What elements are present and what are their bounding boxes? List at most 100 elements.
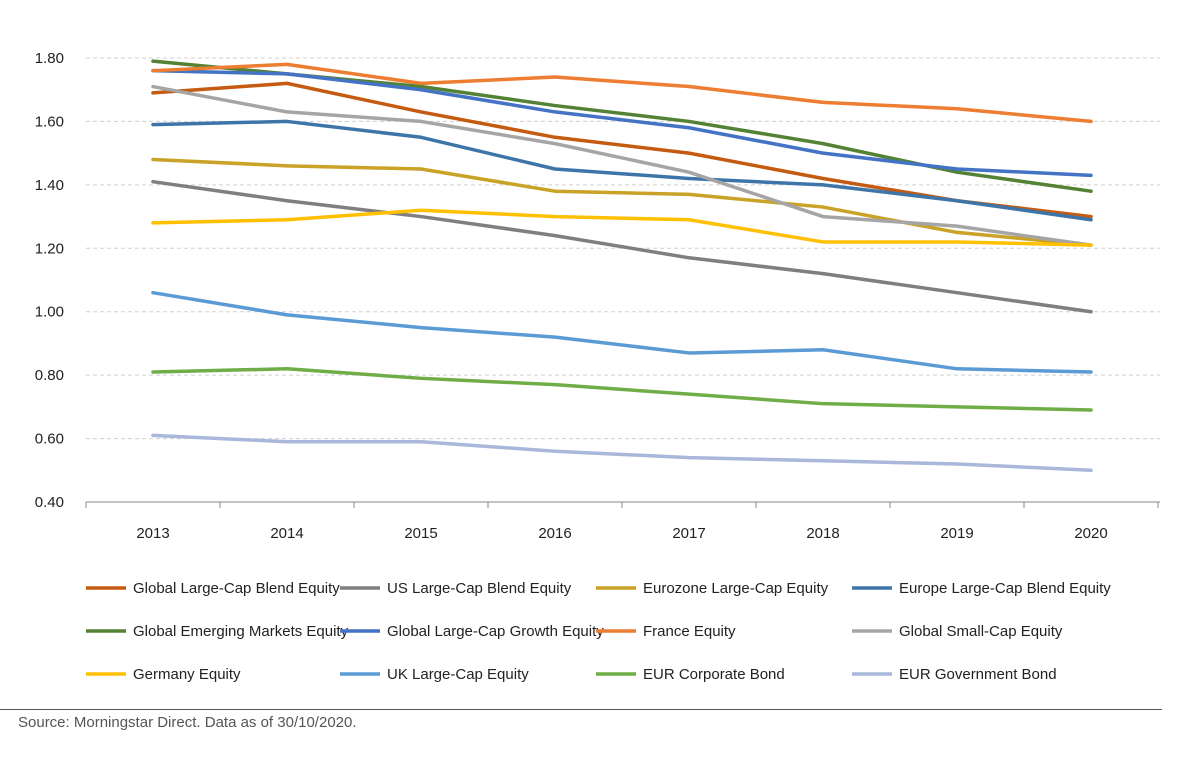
series-lines (151, 59, 1093, 473)
x-tick-label: 2017 (672, 525, 705, 542)
data-point (687, 170, 691, 174)
data-point (1089, 243, 1093, 247)
legend-item: Global Large-Cap Growth Equity (340, 623, 604, 640)
data-point (821, 100, 825, 104)
data-point (955, 107, 959, 111)
legend-label: Germany Equity (133, 666, 241, 683)
data-point (553, 142, 557, 146)
source-note: Source: Morningstar Direct. Data as of 3… (18, 714, 357, 731)
series-line-9 (151, 290, 1093, 374)
legend-label: US Large-Cap Blend Equity (387, 580, 572, 597)
data-point (821, 240, 825, 244)
legend-item: Eurozone Large-Cap Equity (596, 580, 829, 597)
data-point (1089, 370, 1093, 374)
legend-item: EUR Corporate Bond (596, 666, 785, 683)
data-point (955, 405, 959, 409)
legend-label: Global Emerging Markets Equity (133, 623, 349, 640)
data-point (151, 84, 155, 89)
data-point (285, 119, 289, 124)
y-tick-label: 1.20 (35, 240, 64, 257)
axes: 0.40 0.60 0.80 1.00 1.20 1.40 1.60 1.80 2013 2014… (35, 50, 1160, 542)
data-point (553, 135, 557, 139)
data-point (151, 370, 155, 374)
data-point (687, 456, 691, 460)
data-point (1089, 119, 1093, 124)
data-point (955, 240, 959, 244)
data-point (821, 214, 825, 219)
data-point (151, 221, 155, 225)
data-point (687, 192, 691, 196)
series-line-3 (151, 119, 1093, 222)
data-point (151, 123, 155, 127)
data-point (151, 69, 155, 73)
data-point (955, 230, 959, 235)
data-point (285, 218, 289, 222)
data-point (419, 376, 423, 380)
data-point (553, 234, 557, 238)
legend-label: UK Large-Cap Equity (387, 666, 529, 683)
y-tick-label: 1.40 (35, 177, 64, 194)
legend-item: EUR Government Bond (852, 666, 1057, 683)
data-point (687, 392, 691, 396)
data-point (687, 151, 691, 155)
legend-item: Global Small-Cap Equity (852, 623, 1063, 640)
data-point (419, 88, 423, 92)
legend-label: EUR Corporate Bond (643, 666, 785, 683)
data-point (687, 126, 691, 130)
legend-item: Europe Large-Cap Blend Equity (852, 580, 1111, 597)
y-tick-label: 0.40 (35, 494, 64, 511)
legend-label: Global Large-Cap Growth Equity (387, 623, 604, 640)
data-point (821, 272, 825, 276)
legend-label: Eurozone Large-Cap Equity (643, 580, 829, 597)
legend-label: EUR Government Bond (899, 666, 1057, 683)
data-point (553, 335, 557, 339)
data-point (1089, 173, 1093, 177)
legend-label: France Equity (643, 623, 736, 640)
series-line-2 (151, 157, 1093, 247)
data-point (151, 433, 155, 437)
data-point (1089, 214, 1093, 219)
y-tick-label: 0.60 (35, 431, 64, 448)
data-point (955, 199, 959, 203)
data-point (285, 110, 289, 114)
data-point (1089, 408, 1093, 412)
series-line-11 (151, 433, 1093, 473)
data-point (821, 142, 825, 146)
series-line-8 (151, 208, 1093, 247)
data-point (285, 62, 289, 66)
data-point (821, 205, 825, 209)
legend-label: Global Small-Cap Equity (899, 623, 1063, 640)
series-line-0 (151, 81, 1093, 219)
data-point (285, 199, 289, 203)
data-point (151, 157, 155, 162)
data-point (419, 81, 423, 85)
data-point (419, 167, 423, 171)
series-line-1 (151, 179, 1093, 314)
data-point (419, 208, 423, 212)
series-line-6 (151, 62, 1093, 124)
legend-label: Global Large-Cap Blend Equity (133, 580, 340, 597)
data-point (1089, 218, 1093, 222)
data-point (821, 348, 825, 352)
data-point (1089, 189, 1093, 193)
data-point (285, 440, 289, 444)
data-point (687, 84, 691, 89)
x-tick-label: 2014 (270, 525, 303, 542)
data-point (955, 462, 959, 466)
y-tick-label: 1.80 (35, 50, 64, 67)
legend-item: Global Emerging Markets Equity (86, 623, 349, 640)
data-point (955, 224, 959, 228)
data-point (285, 367, 289, 371)
data-point (955, 170, 959, 174)
data-point (419, 325, 423, 330)
x-tick-label: 2016 (538, 525, 571, 542)
data-point (687, 218, 691, 222)
legend: Global Large-Cap Blend Equity US Large-Ca… (86, 580, 1111, 683)
series-line-10 (151, 367, 1093, 412)
x-tick-label: 2019 (940, 525, 973, 542)
x-tick-label: 2015 (404, 525, 437, 542)
data-point (151, 59, 155, 63)
data-point (955, 291, 959, 295)
